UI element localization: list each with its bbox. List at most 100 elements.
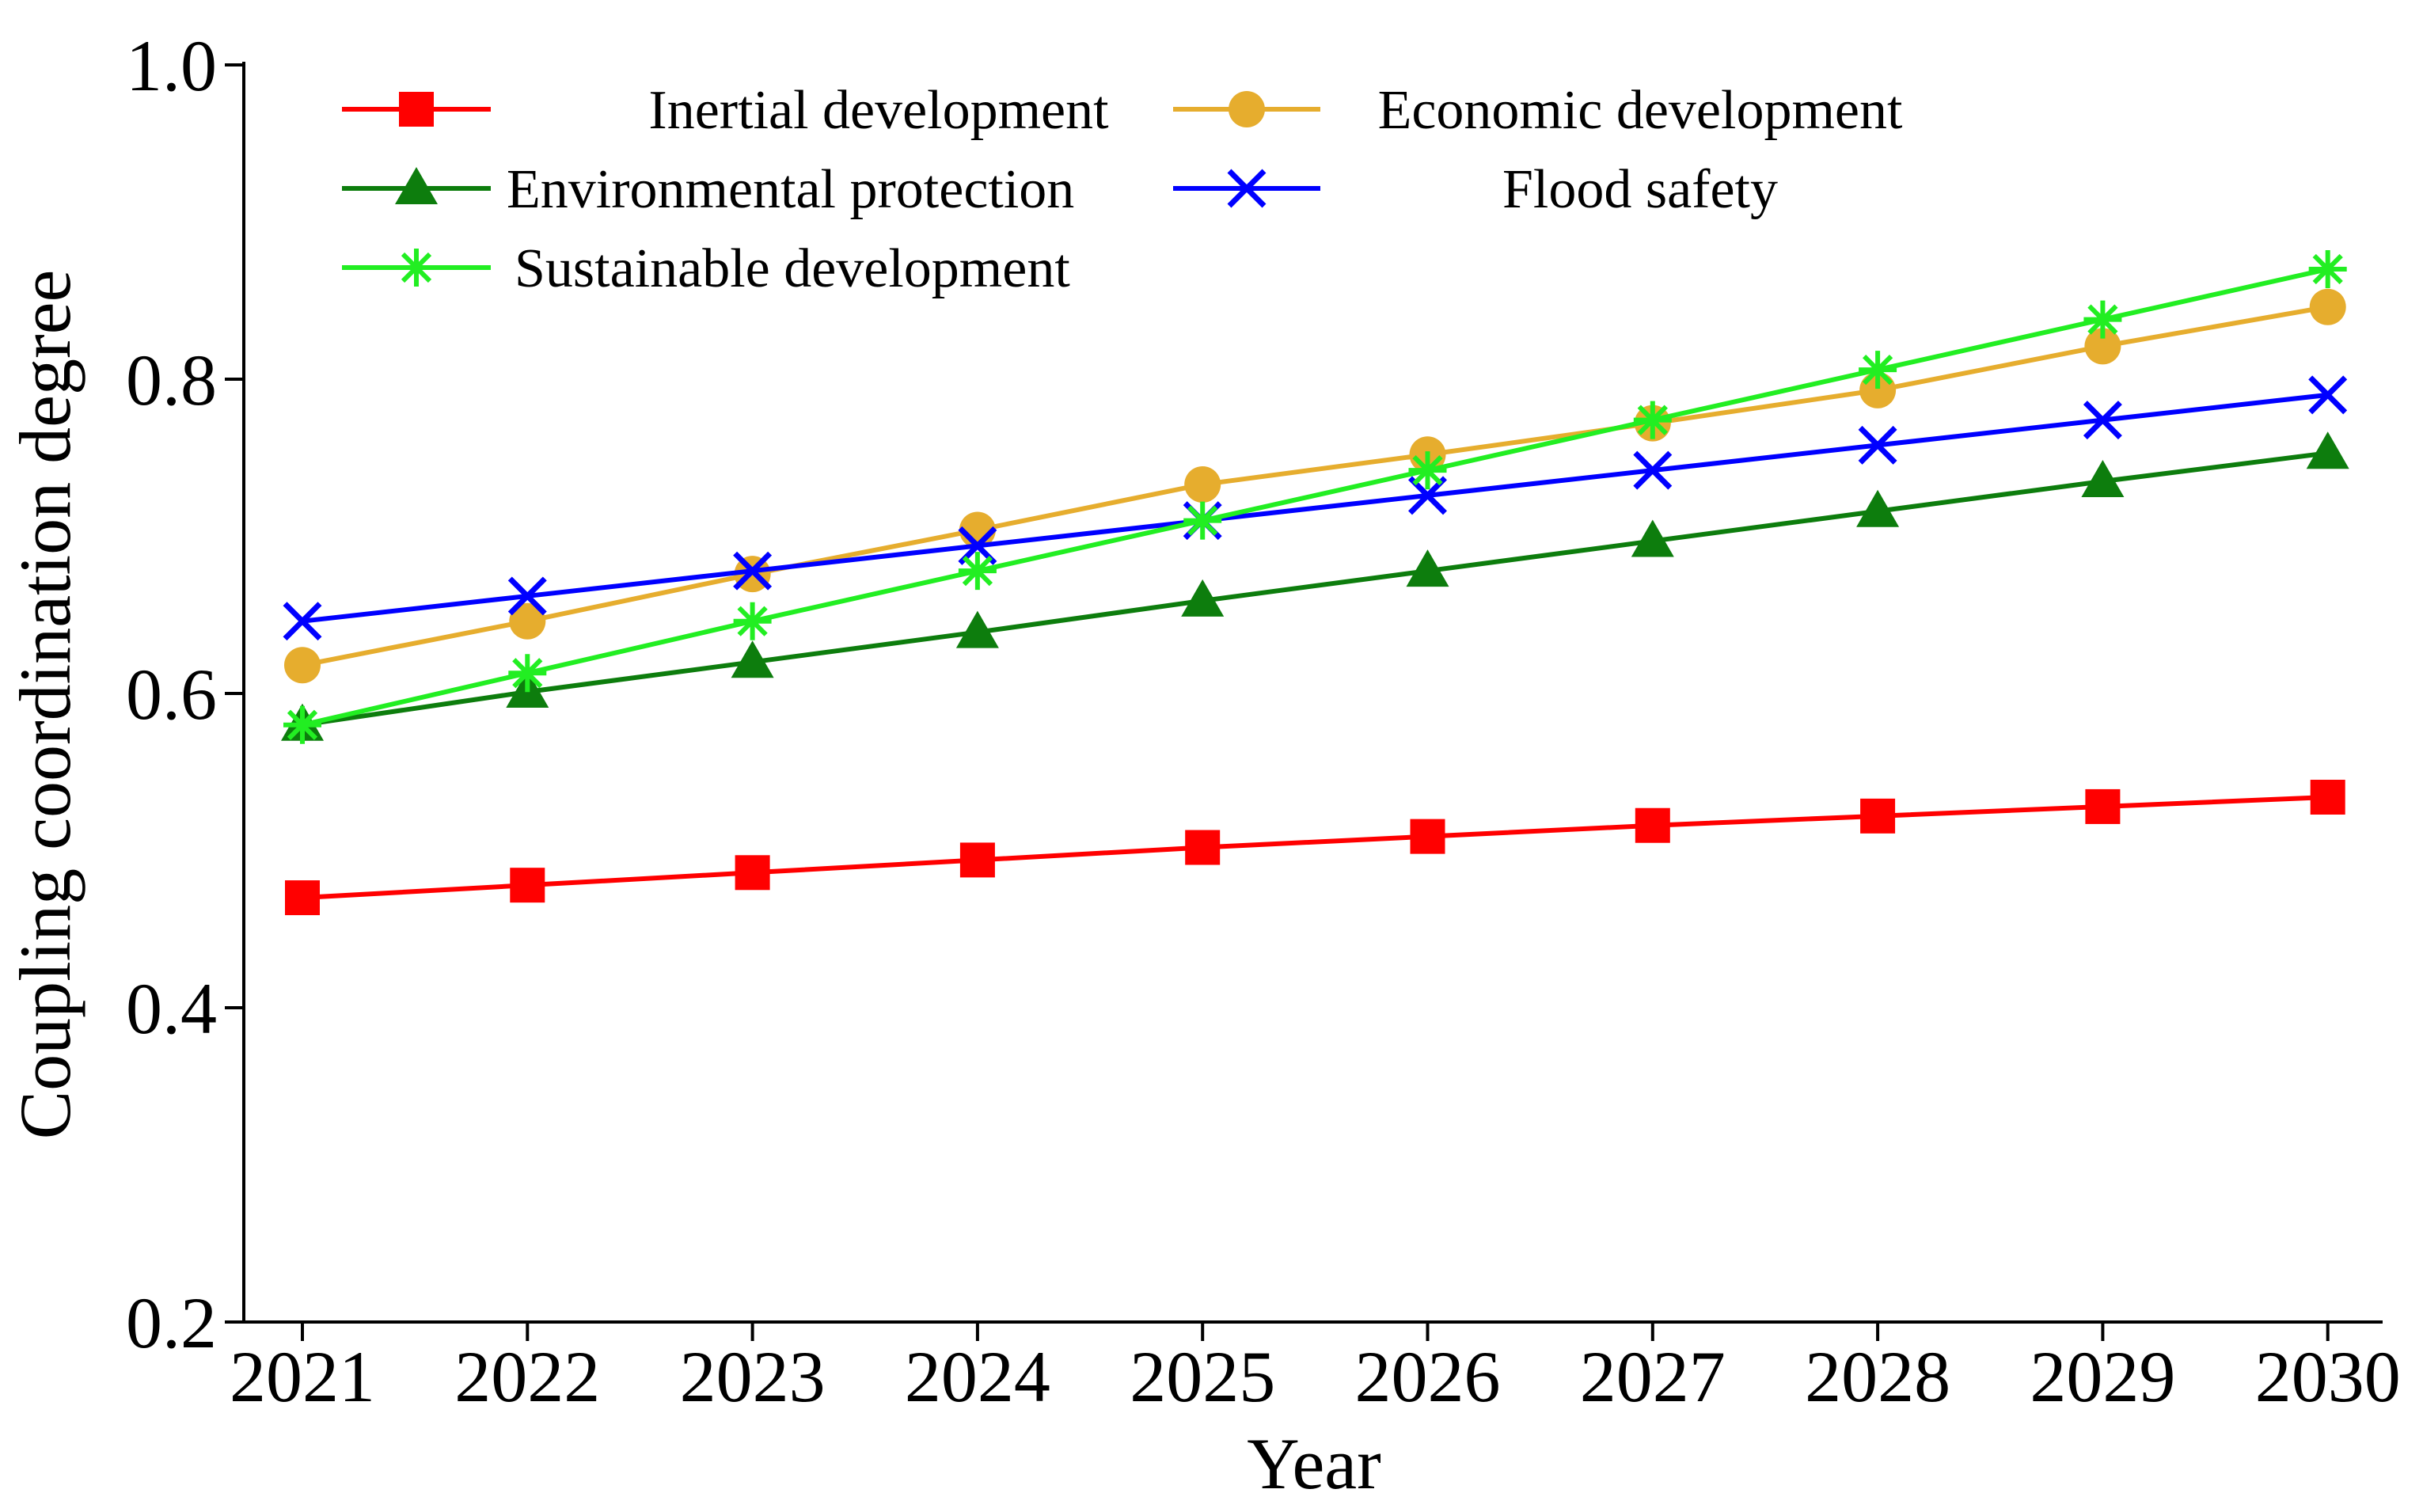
series-inertial-development — [285, 780, 2345, 916]
data-point-shape — [1858, 425, 1897, 465]
data-point — [2083, 401, 2122, 440]
legend-label: Inertial development — [648, 80, 1109, 141]
legend-item: Flood safety — [1173, 159, 1778, 220]
legend-marker — [395, 167, 438, 204]
data-point — [285, 880, 320, 916]
data-point-shape — [2308, 375, 2348, 415]
data-point — [2085, 788, 2121, 824]
data-point — [508, 654, 547, 693]
data-point-shape — [1856, 489, 1900, 527]
data-point-shape — [285, 880, 320, 916]
legend-item: Sustainable development — [342, 238, 1070, 299]
data-point — [2083, 300, 2122, 339]
data-point-shape — [955, 610, 999, 648]
data-point-shape — [507, 576, 547, 616]
data-point-shape — [1184, 465, 1221, 503]
data-point-shape — [1631, 519, 1674, 557]
data-point — [958, 552, 997, 591]
x-axis-title: Year — [1247, 1423, 1381, 1504]
data-point-shape — [733, 551, 773, 591]
data-point — [959, 842, 995, 878]
data-point — [1635, 807, 1670, 843]
data-point — [731, 640, 774, 678]
data-point-shape — [1410, 819, 1445, 854]
data-point — [510, 868, 545, 903]
legend-marker-shape — [395, 167, 438, 204]
data-point — [2309, 288, 2346, 325]
data-point-shape — [1181, 579, 1225, 617]
data-point — [284, 647, 321, 684]
x-tick-label: 2021 — [230, 1336, 375, 1417]
data-point-shape — [1859, 351, 1897, 389]
data-point — [2306, 431, 2349, 469]
data-point — [1860, 798, 1896, 834]
legend-marker-shape — [1227, 169, 1267, 208]
data-point — [1410, 819, 1445, 854]
data-point-shape — [509, 602, 546, 640]
data-point — [1859, 351, 1897, 389]
data-point — [507, 576, 547, 616]
x-tick-label: 2025 — [1130, 1336, 1275, 1417]
data-point-shape — [735, 855, 770, 891]
legend-label: Flood safety — [1502, 159, 1778, 220]
data-point — [283, 705, 321, 744]
data-point-shape — [284, 647, 321, 684]
x-tick-label: 2022 — [454, 1336, 600, 1417]
data-point — [1633, 450, 1673, 490]
data-point — [2084, 328, 2121, 365]
data-point — [1856, 489, 1900, 527]
data-point — [733, 551, 773, 591]
legend-marker-shape — [399, 92, 434, 127]
data-point — [2310, 780, 2345, 815]
data-point-shape — [2081, 460, 2125, 498]
legend-marker-shape — [397, 249, 435, 287]
data-point — [1184, 465, 1221, 503]
data-point — [1181, 579, 1225, 617]
series-line — [302, 304, 2329, 668]
legend-label: Environmental protection — [507, 159, 1074, 220]
data-point-shape — [2306, 431, 2349, 469]
legend-marker — [1229, 91, 1265, 127]
legend-item: Inertial development — [342, 80, 1109, 141]
x-tick-label: 2028 — [1805, 1336, 1950, 1417]
y-tick-label: 0.8 — [126, 340, 217, 420]
data-point — [1633, 401, 1672, 439]
legend-marker — [399, 92, 434, 127]
data-point — [283, 602, 322, 641]
series-line — [302, 450, 2329, 728]
legend-item: Environmental protection — [342, 159, 1074, 220]
data-point-shape — [510, 868, 545, 903]
data-point — [1406, 549, 1449, 587]
series-flood-safety — [283, 375, 2348, 641]
data-point-shape — [2083, 300, 2122, 339]
data-point-shape — [1633, 450, 1673, 490]
data-point — [2081, 460, 2125, 498]
y-tick-label: 0.6 — [126, 654, 217, 735]
x-tick-label: 2024 — [905, 1336, 1050, 1417]
y-tick-label: 0.2 — [126, 1282, 217, 1363]
y-axis-title: Coupling coordination degree — [5, 270, 85, 1140]
x-tick-label: 2029 — [2030, 1336, 2175, 1417]
data-point-shape — [1183, 501, 1222, 540]
data-point-shape — [2310, 780, 2345, 815]
legend-marker-shape — [1229, 91, 1265, 127]
data-point — [2308, 375, 2348, 415]
y-tick-label: 0.4 — [126, 968, 217, 1049]
data-point-shape — [959, 842, 995, 878]
legend-item: Economic development — [1173, 80, 1903, 141]
data-point — [733, 602, 772, 640]
series-environmental-protection — [281, 431, 2349, 741]
legend: Inertial development Economic development… — [342, 80, 1903, 299]
y-tick-label: 1.0 — [126, 25, 217, 106]
series-line — [302, 392, 2329, 624]
data-point-shape — [958, 552, 997, 591]
legend-marker — [397, 249, 435, 287]
x-tick-label: 2023 — [680, 1336, 826, 1417]
data-point — [1185, 830, 1221, 865]
legend-label: Economic development — [1378, 80, 1903, 141]
data-point — [1858, 425, 1897, 465]
series-line — [302, 795, 2328, 901]
data-point-shape — [2309, 288, 2346, 325]
legend-marker — [1227, 169, 1267, 208]
